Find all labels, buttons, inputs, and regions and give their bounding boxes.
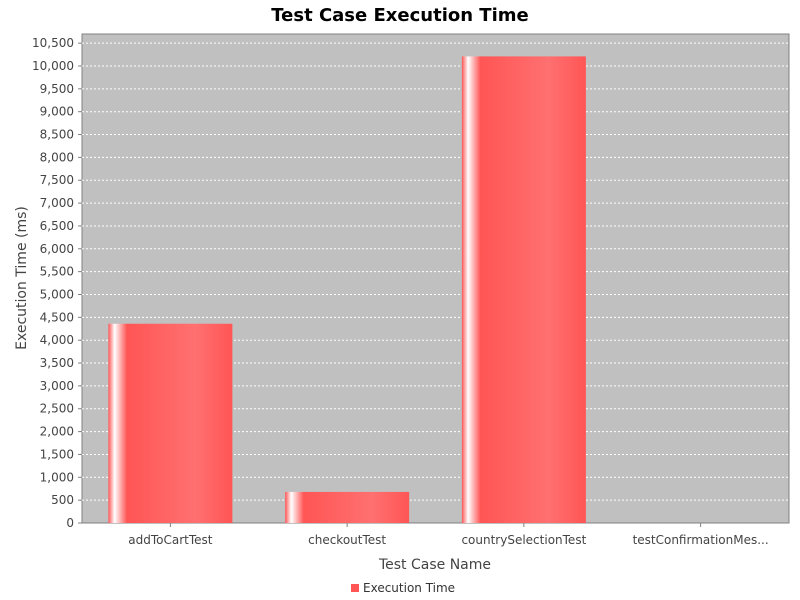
- legend-label: Execution Time: [363, 581, 455, 595]
- x-axis-title: Test Case Name: [378, 557, 491, 573]
- y-tick-label: 5,000: [40, 287, 74, 301]
- y-axis-title: Execution Time (ms): [14, 206, 30, 350]
- chart-title: Test Case Execution Time: [271, 5, 528, 26]
- y-axis-ticks: 0 500 1,000 1,500 2,000 2,500 3,000 3,500 4,000 4…: [32, 36, 82, 530]
- y-tick-label: 0: [66, 516, 74, 530]
- bar-addtocarttest: [108, 323, 233, 523]
- grid-lines: [82, 42, 789, 501]
- legend-swatch: [351, 584, 359, 592]
- legend: Execution Time: [351, 581, 455, 595]
- y-tick-label: 8,000: [40, 150, 74, 164]
- y-tick-label: 500: [51, 493, 74, 507]
- x-tick-label: testConfirmationMes...: [633, 533, 769, 547]
- y-tick-label: 1,000: [40, 470, 74, 484]
- x-tick-label: checkoutTest: [308, 533, 386, 547]
- x-tick-label: countrySelectionTest: [461, 533, 586, 547]
- y-tick-label: 1,500: [40, 447, 74, 461]
- x-axis-ticks: addToCartTest checkoutTest countrySelectio…: [128, 523, 769, 547]
- x-tick-label: addToCartTest: [128, 533, 213, 547]
- y-tick-label: 3,000: [40, 379, 74, 393]
- bar-countryselectiontest: [461, 56, 586, 523]
- y-tick-label: 9,000: [40, 105, 74, 119]
- y-tick-label: 10,500: [32, 36, 74, 50]
- y-tick-label: 3,500: [40, 356, 74, 370]
- y-tick-label: 8,500: [40, 128, 74, 142]
- y-tick-label: 9,500: [40, 82, 74, 96]
- y-tick-label: 6,500: [40, 219, 74, 233]
- y-tick-label: 2,000: [40, 425, 74, 439]
- y-tick-label: 6,000: [40, 242, 74, 256]
- y-tick-label: 4,000: [40, 333, 74, 347]
- y-tick-label: 10,000: [32, 59, 74, 73]
- bar-checkouttest: [285, 491, 410, 523]
- y-tick-label: 5,500: [40, 265, 74, 279]
- y-tick-label: 7,000: [40, 196, 74, 210]
- y-tick-label: 4,500: [40, 310, 74, 324]
- y-tick-label: 7,500: [40, 173, 74, 187]
- y-tick-label: 2,500: [40, 402, 74, 416]
- bar-series: [108, 56, 586, 523]
